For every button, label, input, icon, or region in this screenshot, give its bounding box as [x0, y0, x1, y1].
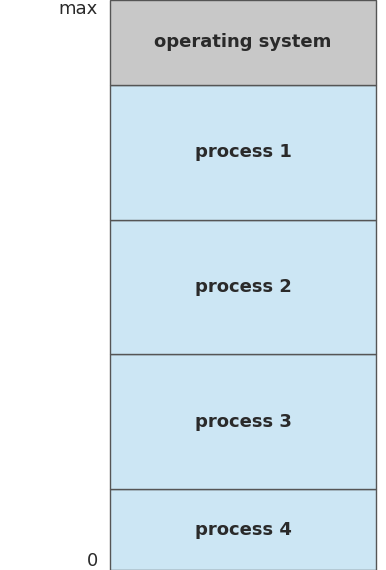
- FancyBboxPatch shape: [110, 0, 376, 85]
- Text: process 4: process 4: [195, 520, 291, 539]
- Text: process 1: process 1: [195, 143, 291, 161]
- Text: 0: 0: [87, 552, 98, 570]
- FancyBboxPatch shape: [110, 85, 376, 219]
- Text: operating system: operating system: [154, 34, 332, 51]
- FancyBboxPatch shape: [110, 355, 376, 489]
- Text: process 3: process 3: [195, 413, 291, 431]
- Text: process 2: process 2: [195, 278, 291, 296]
- FancyBboxPatch shape: [110, 489, 376, 570]
- Text: max: max: [59, 0, 98, 18]
- FancyBboxPatch shape: [110, 219, 376, 355]
